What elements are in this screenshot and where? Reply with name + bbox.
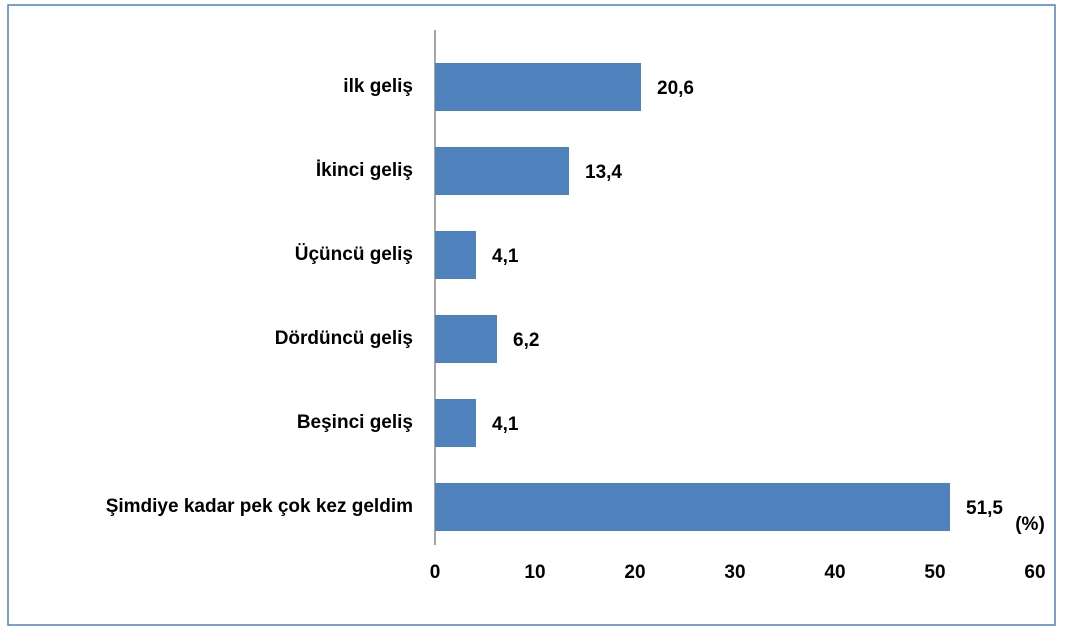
value-label: 6,2 — [513, 330, 539, 351]
y-tick-label: Beşinci geliş — [297, 412, 413, 433]
x-tick-label: 60 — [1024, 562, 1045, 583]
x-tick-label: 20 — [624, 562, 645, 583]
bar — [435, 147, 569, 195]
x-tick-label: 40 — [824, 562, 845, 583]
y-tick-label: Üçüncü geliş — [295, 244, 413, 265]
bar — [435, 399, 476, 447]
x-tick-label: 10 — [524, 562, 545, 583]
x-tick-label: 0 — [430, 562, 441, 583]
y-tick-label: İkinci geliş — [316, 160, 413, 181]
value-label: 4,1 — [492, 246, 519, 267]
bar — [435, 231, 476, 279]
value-label: 4,1 — [492, 414, 519, 435]
bar — [435, 63, 641, 111]
y-tick-label: Şimdiye kadar pek çok kez geldim — [106, 496, 413, 517]
value-label: 13,4 — [585, 162, 622, 183]
y-tick-label: ilk geliş — [343, 76, 413, 97]
value-label: 51,5 — [966, 498, 1003, 519]
bar — [435, 483, 950, 531]
x-tick-label: 30 — [724, 562, 745, 583]
value-label: 20,6 — [657, 78, 694, 99]
y-tick-label: Dördüncü geliş — [275, 328, 413, 349]
x-tick-label: 50 — [924, 562, 945, 583]
x-axis-label: (%) — [1015, 514, 1045, 535]
bar — [435, 315, 497, 363]
